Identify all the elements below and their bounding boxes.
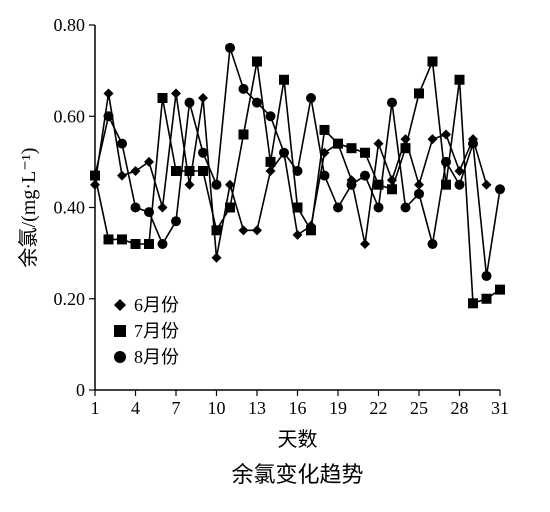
- legend-item-label: 8月份: [134, 347, 179, 367]
- x-tick-label: 22: [370, 398, 388, 418]
- x-tick-label: 19: [329, 398, 347, 418]
- x-tick-label: 31: [491, 398, 509, 418]
- x-tick-label: 13: [248, 398, 266, 418]
- y-tick-label: 0.60: [54, 106, 86, 126]
- legend-item-label: 6月份: [134, 295, 179, 315]
- chart-container: 0 0.20 0.40 0.60 0.80 1 4 7 10 13 16 19 22 25 28 31 余氯/(…: [0, 0, 550, 512]
- x-tick-label: 25: [410, 398, 428, 418]
- line-chart: 0 0.20 0.40 0.60 0.80 1 4 7 10 13 16 19 22 25 28 31 余氯/(…: [0, 0, 550, 512]
- x-axis-label: 天数: [278, 428, 318, 451]
- x-tick-label: 4: [131, 398, 140, 418]
- series-line: [95, 93, 487, 257]
- chart-caption: 余氯变化趋势: [231, 462, 363, 487]
- x-tick-label: 7: [172, 398, 181, 418]
- y-tick-label: 0: [76, 380, 85, 400]
- y-tick-label: 0.40: [54, 198, 86, 218]
- x-tick-label: 1: [91, 398, 100, 418]
- series-line: [95, 48, 500, 276]
- x-tick-label: 28: [451, 398, 469, 418]
- y-axis-label: 余氯/(mg·L⁻¹): [17, 148, 40, 268]
- y-tick-label: 0.80: [54, 15, 86, 35]
- x-tick-label: 10: [208, 398, 226, 418]
- x-tick-label: 16: [289, 398, 307, 418]
- legend-item-label: 7月份: [134, 321, 179, 341]
- y-tick-label: 0.20: [54, 289, 86, 309]
